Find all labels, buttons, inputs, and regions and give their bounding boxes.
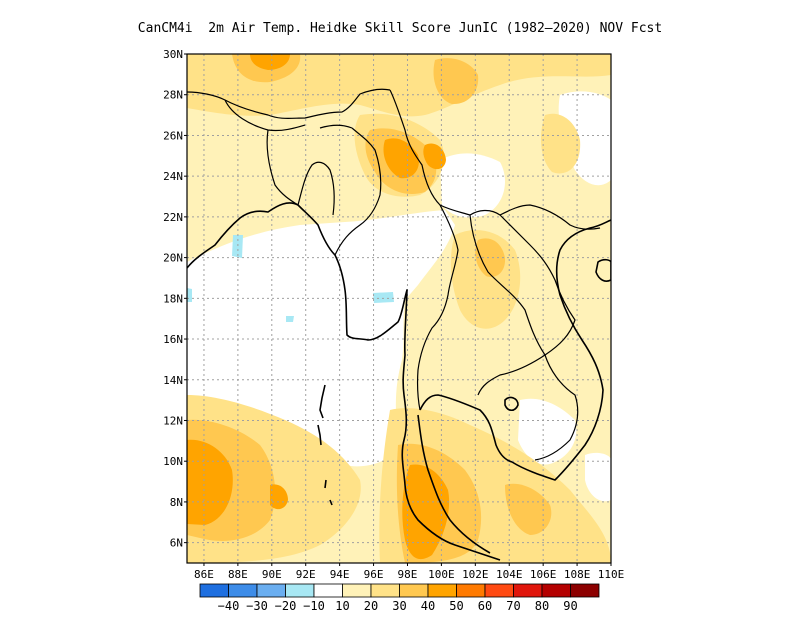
lon-label: 110E xyxy=(598,568,625,581)
field-40-50-ne2 xyxy=(423,143,446,170)
colorbar-box xyxy=(199,583,229,598)
colorbar-box xyxy=(285,583,315,598)
field-neg-4 xyxy=(286,316,294,322)
colorbar-label: −40 xyxy=(218,599,240,613)
field-neg-3 xyxy=(187,288,192,302)
field-40-50-north xyxy=(250,54,290,70)
colorbar-label: 90 xyxy=(563,599,577,613)
colorbar-box xyxy=(342,583,372,598)
field-40-50-ne xyxy=(383,138,419,179)
field-40-50-s2 xyxy=(270,484,288,510)
colorbar-label: 50 xyxy=(449,599,463,613)
colorbar-label: −10 xyxy=(303,599,325,613)
field-white-bay xyxy=(187,210,455,467)
lat-label: 28N xyxy=(163,89,183,102)
field-white-ne xyxy=(440,153,505,218)
field-neg-1 xyxy=(232,235,243,258)
lat-label: 18N xyxy=(163,292,183,305)
colorbar-box xyxy=(399,583,429,598)
lon-label: 102E xyxy=(462,568,489,581)
colorbar xyxy=(199,583,600,598)
colorbar-label: −30 xyxy=(246,599,268,613)
colorbar-box xyxy=(370,583,400,598)
colorbar-label: −20 xyxy=(275,599,297,613)
latitude-labels: 30N 28N 26N 24N 22N 20N 18N 16N 14N 12N 10N 8N 6N xyxy=(163,48,187,550)
border-bangladesh xyxy=(266,129,335,216)
coast-india-east xyxy=(187,202,501,561)
lat-label: 12N xyxy=(163,414,183,427)
coast-hainan xyxy=(595,258,611,282)
lon-label: 100E xyxy=(428,568,455,581)
border-china-myanmar xyxy=(389,89,471,216)
coast-tonle xyxy=(504,396,519,412)
colorbar-label: 30 xyxy=(392,599,406,613)
colorbar-label: 60 xyxy=(478,599,492,613)
lon-label: 104E xyxy=(496,568,523,581)
border-myanmar-india xyxy=(334,127,382,256)
lon-label: 96E xyxy=(364,568,384,581)
longitude-labels: 86E 88E 90E 92E 94E 96E 98E 100E 102E 104E 106E 108… xyxy=(194,563,624,581)
colorbar-labels: −40 −30 −20 −10 10 20 30 40 50 60 70 80 90 xyxy=(218,599,578,613)
lon-label: 92E xyxy=(296,568,316,581)
border-cambodia xyxy=(534,354,579,461)
lon-label: 106E xyxy=(530,568,557,581)
lat-label: 14N xyxy=(163,374,183,387)
field-30-40-se xyxy=(505,483,552,535)
colorbar-box xyxy=(513,583,543,598)
field-white-se2 xyxy=(585,452,611,502)
coastlines xyxy=(187,202,611,561)
border-vietnam-china xyxy=(499,204,601,230)
colorbar-box xyxy=(228,583,258,598)
lat-label: 6N xyxy=(170,537,183,550)
lon-label: 88E xyxy=(228,568,248,581)
colorbar-box xyxy=(484,583,514,598)
lat-label: 10N xyxy=(163,455,183,468)
lon-label: 94E xyxy=(330,568,350,581)
lon-label: 90E xyxy=(262,568,282,581)
lat-label: 8N xyxy=(170,496,183,509)
colorbar-box xyxy=(456,583,486,598)
gridlines xyxy=(187,54,611,563)
colorbar-box xyxy=(541,583,571,598)
coast-thai-gulf xyxy=(419,394,513,463)
colorbar-box xyxy=(570,583,600,598)
lon-label: 98E xyxy=(398,568,418,581)
colorbar-box xyxy=(427,583,457,598)
map-frame xyxy=(186,53,612,564)
lat-label: 22N xyxy=(163,211,183,224)
colorbar-box xyxy=(313,583,343,598)
lat-label: 26N xyxy=(163,129,183,142)
border-thai-laos xyxy=(469,214,546,396)
field-30-40-thai xyxy=(475,238,506,278)
border-laos xyxy=(469,209,576,356)
chart-title: CanCM4i 2m Air Temp. Heidke Skill Score … xyxy=(137,21,663,36)
field-20-30-e xyxy=(540,113,581,174)
nicobar-islands xyxy=(324,479,333,506)
border-thai-myanmar xyxy=(417,204,459,411)
andaman-islands xyxy=(317,384,326,446)
lat-label: 20N xyxy=(163,252,183,265)
colorbar-label: 40 xyxy=(421,599,435,613)
colorbar-label: 80 xyxy=(535,599,549,613)
coast-peninsula-east xyxy=(417,414,491,554)
border-bhutan xyxy=(319,124,353,129)
field-30-40-nc xyxy=(433,58,479,105)
coast-indochina xyxy=(511,219,611,481)
lon-label: 86E xyxy=(194,568,214,581)
skill-field xyxy=(187,54,611,563)
lon-label: 108E xyxy=(564,568,591,581)
field-neg-2 xyxy=(373,292,394,303)
lat-label: 24N xyxy=(163,170,183,183)
lat-label: 30N xyxy=(163,48,183,61)
colorbar-label: 10 xyxy=(335,599,349,613)
colorbar-label: 70 xyxy=(506,599,520,613)
colorbar-box xyxy=(256,583,286,598)
lat-label: 16N xyxy=(163,333,183,346)
borders xyxy=(187,88,601,461)
colorbar-label: 20 xyxy=(364,599,378,613)
